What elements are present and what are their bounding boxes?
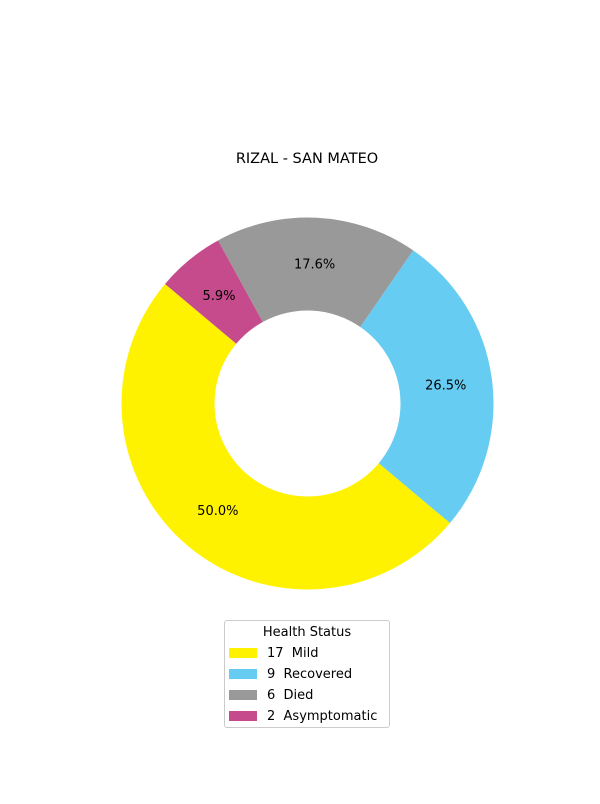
legend-item-mild: 17 Mild: [229, 644, 319, 662]
legend-title: Health Status: [262, 625, 352, 640]
legend-item-died: 6 Died: [229, 686, 313, 704]
percent-label-asymptomatic: 5.9%: [202, 289, 235, 304]
percent-label-mild: 50.0%: [197, 504, 238, 519]
legend-label-recovered: 9 Recovered: [267, 666, 353, 682]
legend-swatch-recovered: [229, 669, 257, 679]
legend-swatch-died: [229, 690, 257, 700]
percent-labels-group: 50.0% 26.5% 17.6% 5.9%: [197, 258, 466, 519]
legend-label-asymptomatic: 2 Asymptomatic: [267, 708, 378, 724]
chart-title: RIZAL - SAN MATEO: [236, 151, 378, 167]
slice-mild: [121, 283, 450, 590]
legend-swatch-asymptomatic: [229, 711, 257, 721]
legend-label-died: 6 Died: [267, 687, 314, 703]
slice-recovered: [360, 250, 494, 524]
legend-item-recovered: 9 Recovered: [229, 665, 352, 683]
legend-swatch-mild: [229, 648, 257, 658]
percent-label-recovered: 26.5%: [425, 378, 466, 393]
slices-group: [121, 217, 494, 590]
legend-label-mild: 17 Mild: [267, 645, 319, 661]
slice-died: [218, 217, 414, 327]
legend: Health Status 17 Mild 9 Recovered 6 Died…: [224, 620, 390, 728]
slice-asymptomatic: [165, 240, 263, 344]
percent-label-died: 17.6%: [294, 258, 335, 273]
legend-item-asymptomatic: 2 Asymptomatic: [229, 707, 377, 725]
